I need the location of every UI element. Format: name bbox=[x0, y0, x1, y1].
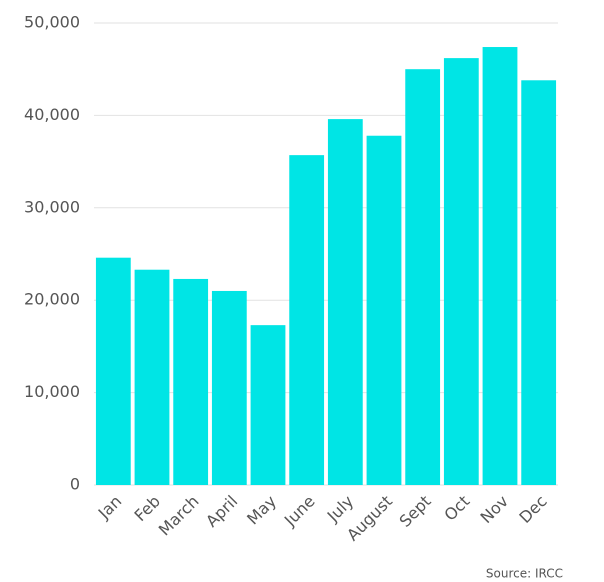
x-tick-label: Jan bbox=[94, 492, 126, 524]
x-tick-label: Dec bbox=[515, 492, 550, 527]
x-tick-label: April bbox=[202, 492, 241, 531]
y-tick-label: 20,000 bbox=[24, 290, 80, 309]
y-tick-label: 50,000 bbox=[24, 13, 80, 32]
x-tick-label: Oct bbox=[440, 492, 473, 525]
bar bbox=[211, 290, 247, 485]
y-tick-label: 30,000 bbox=[24, 197, 80, 216]
bar bbox=[250, 325, 286, 485]
x-tick-label: May bbox=[243, 492, 280, 529]
bar bbox=[521, 80, 557, 486]
x-tick-label: Nov bbox=[476, 492, 512, 528]
y-tick-label: 10,000 bbox=[24, 382, 80, 401]
bar bbox=[482, 47, 518, 486]
bar bbox=[95, 257, 131, 485]
bar bbox=[327, 119, 363, 485]
bar bbox=[134, 269, 170, 485]
bar bbox=[366, 135, 402, 485]
y-tick-label: 0 bbox=[70, 475, 80, 494]
x-tick-label: March bbox=[155, 492, 203, 540]
source-note: Source: IRCC bbox=[486, 567, 563, 581]
x-tick-label: Sept bbox=[395, 492, 434, 531]
bar bbox=[443, 58, 479, 485]
bar bbox=[289, 155, 325, 485]
x-tick-label: June bbox=[280, 492, 319, 531]
y-tick-label: 40,000 bbox=[24, 105, 80, 124]
x-tick-label: Feb bbox=[131, 492, 164, 525]
bar bbox=[405, 69, 441, 485]
bar bbox=[173, 278, 209, 485]
